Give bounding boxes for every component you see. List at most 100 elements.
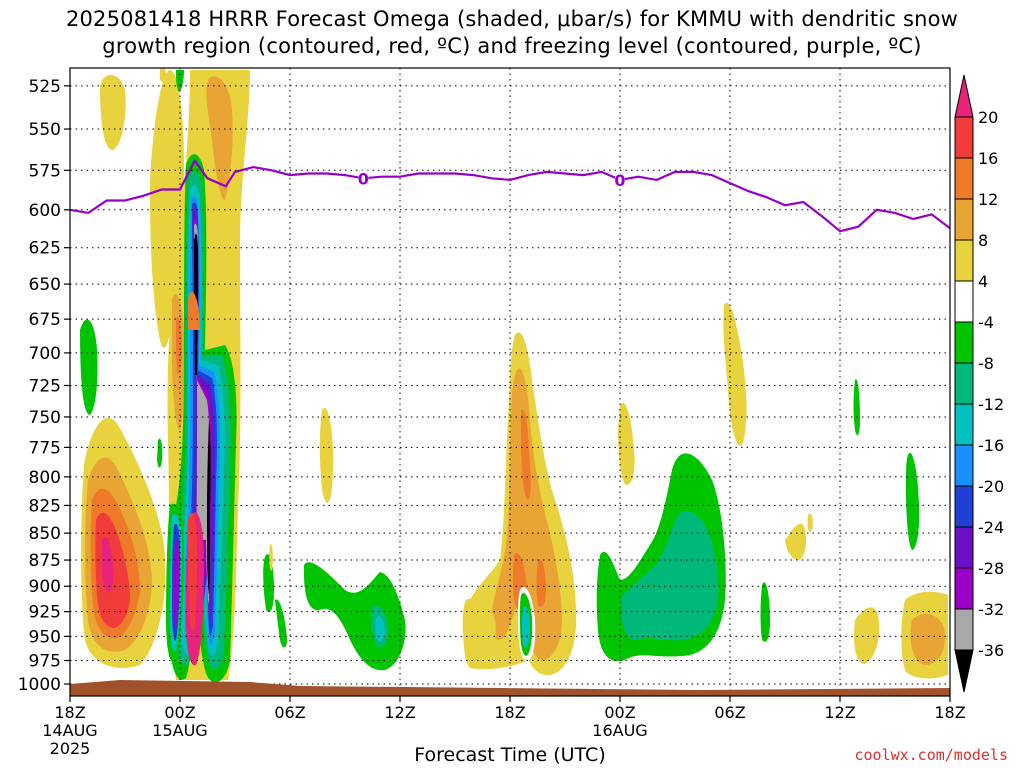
colorbar-swatch (954, 157, 974, 200)
omega-contour-negative-12-center-hole (522, 606, 530, 648)
colorbar-tick-label: 12 (978, 190, 998, 209)
colorbar-swatch (954, 567, 974, 610)
x-tick-label: 14AUG (42, 721, 97, 740)
y-tick-label: 575 (29, 161, 61, 181)
omega-contour-positive-20 (102, 536, 114, 593)
x-tick-label: 18Z (54, 703, 85, 722)
colorbar-swatch (954, 526, 974, 569)
y-tick-label: 725 (29, 376, 61, 396)
omega-contour-negative-8-right (622, 510, 719, 641)
colorbar-tick-label: -8 (978, 354, 994, 373)
x-tick-label: 18Z (934, 703, 965, 722)
colorbar-tick-label: -32 (978, 600, 1004, 619)
omega-contour-positive-4-right-a (618, 402, 635, 485)
omega-contour-positive-12-center-c (536, 559, 546, 607)
colorbar-swatch (954, 280, 974, 323)
x-axis-label: Forecast Time (UTC) (414, 744, 606, 766)
y-tick-label: 850 (29, 524, 61, 544)
colorbar-swatch (954, 321, 974, 364)
omega-contour-small-2 (157, 438, 163, 468)
y-tick-label: 800 (29, 468, 61, 488)
omega-contour-small-6 (269, 544, 273, 571)
omega-contour-positive-8-right-i (910, 613, 946, 665)
colorbar-tick-label: -20 (978, 477, 1004, 496)
omega-contour-small-5 (275, 599, 287, 648)
omega-contour-positive-4-upper (100, 75, 126, 150)
omega-contour-negative-lower-d (174, 538, 179, 631)
colorbar-swatch (954, 116, 974, 159)
omega-contour-small-3 (319, 408, 334, 503)
x-tick-label: 2025 (50, 739, 91, 758)
colorbar-tick-label: -12 (978, 395, 1004, 414)
colorbar-swatch (954, 485, 974, 528)
y-tick-label: 900 (29, 577, 61, 597)
chart-title-line2: growth region (contoured, red, ºC) and f… (102, 34, 922, 58)
terrain (70, 680, 950, 696)
omega-contour-positive-4-right-d (807, 513, 813, 532)
chart-title-line1: 2025081418 HRRR Forecast Omega (shaded, … (65, 7, 959, 31)
y-tick-label: 775 (29, 438, 61, 458)
colorbar-tick-label: 20 (978, 108, 998, 127)
freezing-label-bg (358, 170, 369, 187)
x-tick-label: 12Z (384, 703, 415, 722)
x-tick-label: 12Z (824, 703, 855, 722)
freezing-level-line (69, 158, 951, 233)
x-tick-label: 00Z (164, 703, 195, 722)
x-tick-label: 06Z (714, 703, 745, 722)
y-tick-label: 550 (29, 120, 61, 140)
y-tick-label: 700 (29, 344, 61, 364)
colorbar-tick-label: -24 (978, 518, 1004, 537)
colorbar-swatch (954, 239, 974, 282)
omega-contour-negative-12-mid (375, 616, 385, 642)
y-tick-label: 600 (29, 201, 61, 221)
colorbar-tick-label: 16 (978, 149, 998, 168)
colorbar-swatch (954, 403, 974, 446)
y-axis: 525 550 575 600 625 650 675 700 725 750 775 800 825 8… (18, 77, 70, 695)
colorbar-tick-label: 4 (978, 272, 988, 291)
y-tick-label: 875 (29, 551, 61, 571)
omega-contour-negative-4-right-f (853, 379, 860, 436)
x-tick-label: 15AUG (152, 721, 207, 740)
grid (70, 68, 950, 696)
y-tick-label: 675 (29, 310, 61, 330)
omega-contour-negative-4-right-g (906, 452, 920, 550)
y-tick-label: 1000 (18, 675, 61, 695)
omega-contour-positive-4-upper-orange (188, 291, 200, 330)
colorbar-tick-label: -4 (978, 313, 994, 332)
colorbar-swatch (954, 198, 974, 241)
y-tick-label: 825 (29, 496, 61, 516)
colorbar-tick-label: -28 (978, 559, 1004, 578)
omega-contour-negative-36-core (194, 233, 211, 596)
credit-text: coolwx.com/models (854, 746, 1008, 764)
omega-contour-positive-4-right-h (854, 607, 880, 664)
chart-title: 2025081418 HRRR Forecast Omega (shaded, … (0, 6, 1024, 60)
omega-contour-positive-8-stem (206, 76, 233, 200)
y-tick-label: 650 (29, 275, 61, 295)
omega-contour-positive-12-center (521, 409, 531, 500)
y-tick-label: 525 (29, 77, 61, 97)
omega-contour-small-1 (80, 319, 98, 415)
colorbar-swatch (954, 608, 974, 651)
y-tick-label: 750 (29, 408, 61, 428)
y-tick-label: 625 (29, 239, 61, 259)
y-tick-label: 950 (29, 627, 61, 647)
colorbar-bottom-triangle (954, 649, 974, 693)
colorbar-swatch (954, 362, 974, 405)
omega-contour-negative-4-mid (303, 562, 406, 671)
colorbar: 20 16 12 8 4 -4 -8 -12 -16 -20 -24 -28 -32 -36 (954, 74, 1004, 693)
colorbar-tick-label: -16 (978, 436, 1004, 455)
omega-shading (80, 68, 948, 683)
freezing-level-label: 0 (358, 169, 369, 188)
omega-contour-positive-4-right-c (785, 523, 807, 560)
colorbar-top-triangle (954, 74, 974, 118)
omega-contour-positive-lower-f (187, 512, 197, 631)
colorbar-tick-label: -36 (978, 641, 1004, 660)
colorbar-tick-label: 8 (978, 231, 988, 250)
omega-contour-negative-32-core (194, 223, 210, 606)
x-tick-label: 18Z (494, 703, 525, 722)
colorbar-swatch (954, 444, 974, 487)
omega-contour-negative-4-right-e (760, 582, 770, 642)
